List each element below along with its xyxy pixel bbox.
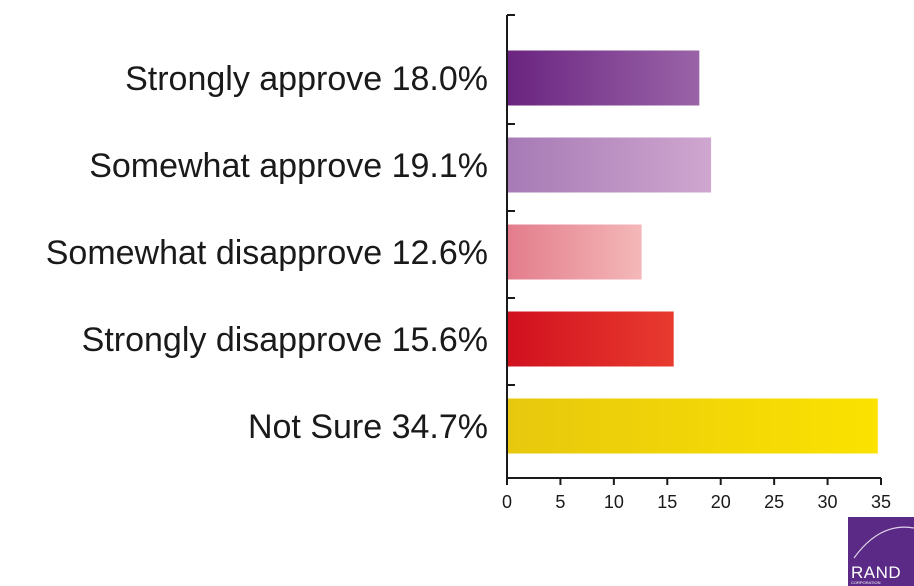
bars-group [507, 50, 878, 454]
x-tick-label-0: 0 [502, 492, 512, 512]
category-labels-group: Strongly approve 18.0% Somewhat approve 1… [46, 60, 488, 446]
bar-4 [507, 398, 878, 454]
x-tick-label-7: 35 [871, 492, 891, 512]
rand-logo: RAND CORPORATION [848, 517, 914, 586]
x-tick-label-3: 15 [657, 492, 677, 512]
x-tick-label-4: 20 [711, 492, 731, 512]
axes-group: 0 5 10 15 20 25 30 35 [502, 14, 891, 512]
bar-2 [507, 224, 642, 280]
rand-logo-subtext: CORPORATION [851, 580, 881, 585]
category-label-2: Somewhat disapprove 12.6% [46, 234, 488, 272]
x-tick-label-2: 10 [604, 492, 624, 512]
rand-logo-text: RAND [851, 563, 901, 582]
bar-0 [507, 50, 700, 106]
category-label-0: Strongly approve 18.0% [125, 60, 488, 98]
x-tick-label-1: 5 [555, 492, 565, 512]
bar-1 [507, 137, 712, 193]
category-label-4: Not Sure 34.7% [248, 408, 488, 446]
x-tick-label-5: 25 [764, 492, 784, 512]
x-tick-label-6: 30 [818, 492, 838, 512]
category-label-3: Strongly disapprove 15.6% [82, 321, 488, 359]
bar-3 [507, 311, 674, 367]
rand-logo-swoosh [853, 526, 914, 559]
category-label-1: Somewhat approve 19.1% [89, 147, 488, 185]
